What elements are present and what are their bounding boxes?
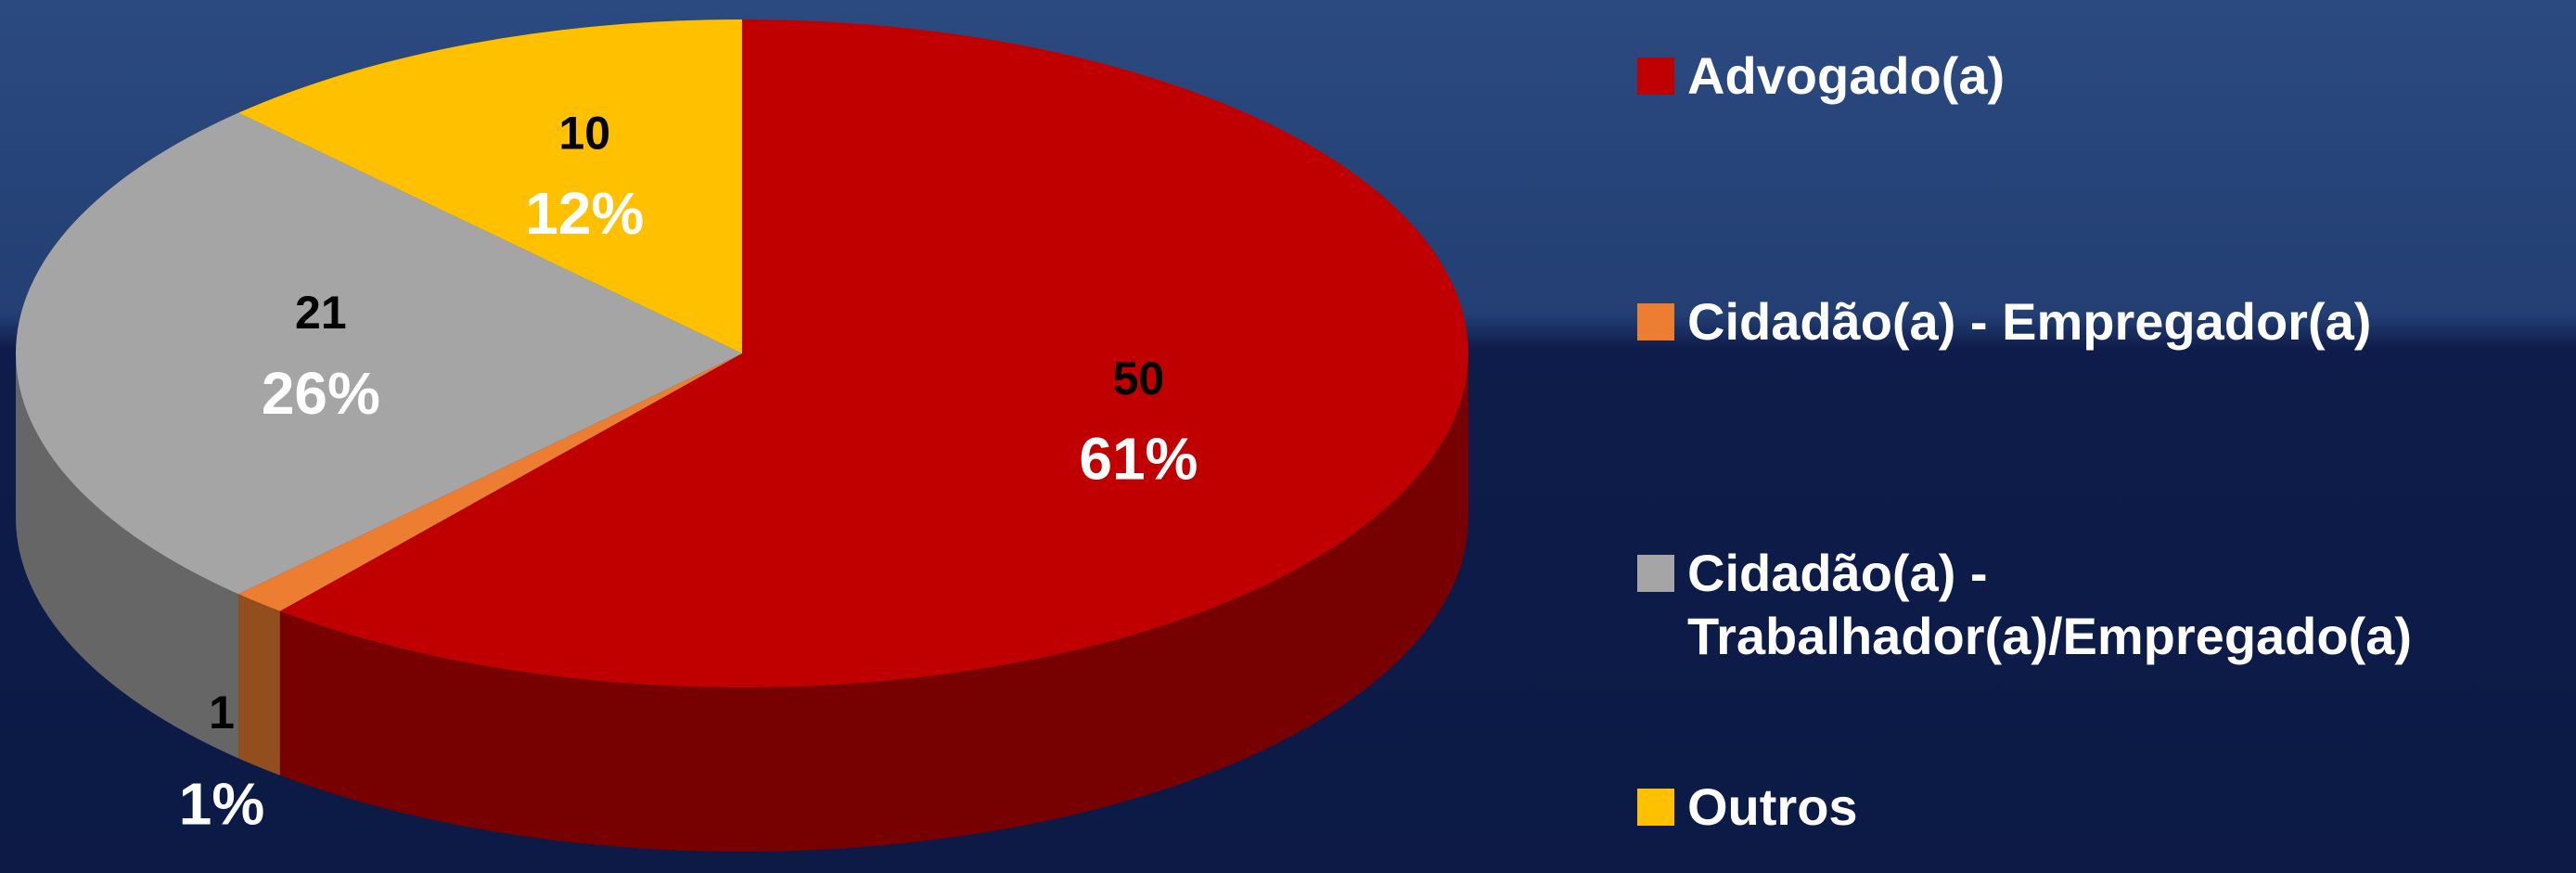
data-label: 21 bbox=[295, 287, 347, 339]
slice-side bbox=[238, 594, 280, 776]
legend-swatch bbox=[1637, 58, 1674, 95]
legend-label: Cidadão(a) - Empregador(a) bbox=[1687, 292, 2372, 351]
slice bbox=[16, 112, 743, 595]
chart: 50 61% 1 1% 21 26% 10 12% bbox=[16, 19, 1469, 852]
slice bbox=[238, 19, 742, 353]
legend-entry: Advogado(a) bbox=[1637, 45, 2528, 108]
data-label: 50 bbox=[1113, 353, 1165, 404]
legend-entry: Outros bbox=[1637, 776, 2528, 839]
legend-swatch bbox=[1637, 303, 1674, 340]
legend-swatch bbox=[1637, 789, 1674, 826]
data-label: 1 bbox=[209, 687, 235, 738]
percent-label: 12% bbox=[525, 180, 644, 247]
percent-label: 1% bbox=[179, 771, 265, 838]
slice bbox=[279, 19, 1469, 687]
legend-label: Outros bbox=[1687, 777, 1858, 836]
data-label: 10 bbox=[558, 108, 610, 160]
legend-entry: Cidadão(a) - Empregador(a) bbox=[1637, 290, 2528, 353]
percent-label: 26% bbox=[262, 360, 380, 427]
slice bbox=[238, 353, 742, 611]
legend-swatch bbox=[1637, 555, 1674, 592]
legend-label: Cidadão(a) - Trabalhador(a)/Empregado(a) bbox=[1687, 544, 2413, 665]
slice-side bbox=[279, 353, 1469, 852]
legend-entry: Cidadão(a) - Trabalhador(a)/Empregado(a) bbox=[1637, 542, 2528, 668]
slice-side bbox=[16, 353, 239, 759]
legend-label: Advogado(a) bbox=[1687, 46, 2006, 105]
percent-label: 61% bbox=[1079, 425, 1198, 492]
